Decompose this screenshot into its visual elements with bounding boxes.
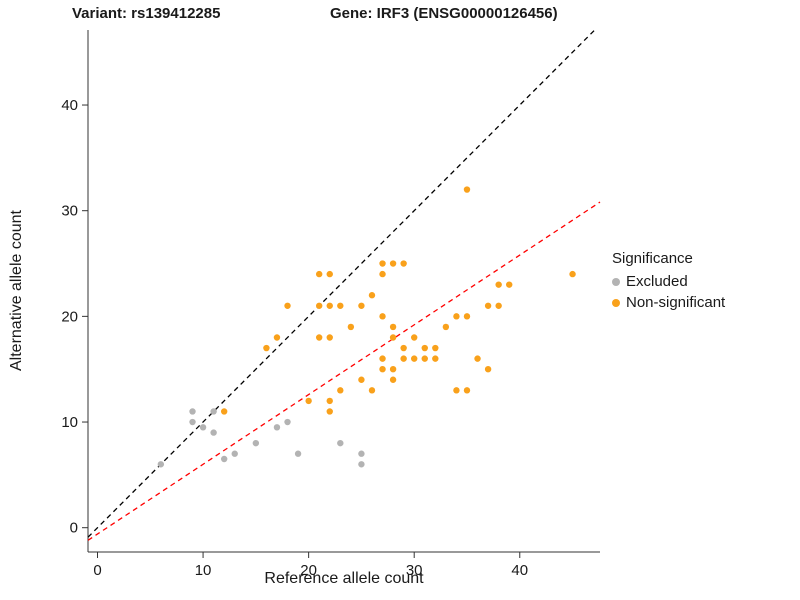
data-point-non-significant bbox=[389, 376, 397, 383]
data-point-non-significant bbox=[368, 387, 376, 394]
data-point-non-significant bbox=[315, 270, 323, 278]
data-point-non-significant bbox=[421, 355, 428, 362]
data-point-non-significant bbox=[326, 270, 333, 278]
data-point-excluded bbox=[284, 418, 291, 426]
data-point-non-significant bbox=[463, 387, 471, 394]
data-point-non-significant bbox=[284, 302, 291, 309]
data-point-non-significant bbox=[315, 302, 323, 309]
data-point-non-significant bbox=[389, 260, 397, 267]
plot-title-gene: Gene: IRF3 (ENSG00000126456) bbox=[330, 5, 558, 22]
y-tick-label: 0 bbox=[70, 520, 78, 537]
x-tick-label: 30 bbox=[406, 562, 423, 579]
data-point-non-significant bbox=[495, 302, 502, 309]
data-point-non-significant bbox=[484, 365, 492, 373]
data-point-non-significant bbox=[326, 302, 333, 309]
data-point-excluded bbox=[358, 450, 365, 457]
data-point-non-significant bbox=[326, 334, 333, 341]
x-axis-label: Reference allele count bbox=[264, 570, 424, 587]
data-point-non-significant bbox=[347, 323, 355, 331]
data-point-non-significant bbox=[400, 260, 407, 267]
data-point-non-significant bbox=[506, 281, 513, 288]
data-point-non-significant bbox=[400, 344, 407, 352]
data-point-non-significant bbox=[220, 408, 228, 415]
data-point-non-significant bbox=[453, 387, 460, 394]
excluded-dot-icon bbox=[612, 277, 620, 286]
x-tick-label: 0 bbox=[93, 562, 101, 579]
identity-line bbox=[87, 29, 596, 538]
y-tick-label: 30 bbox=[61, 203, 78, 220]
data-point-non-significant bbox=[368, 292, 376, 299]
data-point-non-significant bbox=[442, 323, 450, 331]
data-point-non-significant bbox=[337, 387, 344, 394]
data-point-non-significant bbox=[389, 334, 397, 341]
x-tick-label: 10 bbox=[195, 562, 212, 579]
legend-item-excluded: Excluded bbox=[612, 273, 725, 290]
data-point-excluded bbox=[358, 461, 365, 468]
legend-item-label: Excluded bbox=[626, 273, 688, 290]
data-point-non-significant bbox=[315, 334, 323, 341]
plot-title-variant: Variant: rs139412285 bbox=[72, 5, 221, 22]
data-point-non-significant bbox=[379, 260, 386, 267]
data-point-non-significant bbox=[432, 344, 439, 352]
data-point-non-significant bbox=[411, 355, 418, 362]
data-point-non-significant bbox=[432, 355, 439, 362]
x-tick-label: 40 bbox=[511, 562, 528, 579]
data-point-excluded bbox=[231, 450, 238, 457]
data-point-non-significant bbox=[400, 355, 407, 362]
data-point-non-significant bbox=[305, 397, 312, 405]
data-point-excluded bbox=[273, 424, 281, 431]
data-point-non-significant bbox=[379, 365, 386, 373]
data-point-non-significant bbox=[484, 302, 492, 309]
data-point-non-significant bbox=[474, 355, 481, 362]
data-point-excluded bbox=[210, 408, 217, 415]
data-point-excluded bbox=[199, 424, 207, 431]
data-point-non-significant bbox=[569, 270, 576, 278]
y-tick-label: 40 bbox=[61, 97, 78, 114]
non-significant-dot-icon bbox=[612, 298, 620, 307]
data-point-non-significant bbox=[358, 376, 365, 383]
data-point-excluded bbox=[294, 450, 302, 457]
data-point-non-significant bbox=[463, 186, 471, 193]
data-point-non-significant bbox=[389, 365, 397, 373]
data-point-non-significant bbox=[273, 334, 281, 341]
data-point-excluded bbox=[210, 429, 217, 436]
y-axis-label: Alternative allele count bbox=[8, 210, 25, 372]
data-point-excluded bbox=[337, 439, 344, 447]
data-point-non-significant bbox=[379, 355, 386, 362]
data-point-non-significant bbox=[337, 302, 344, 309]
x-tick-label: 20 bbox=[300, 562, 317, 579]
data-point-excluded bbox=[220, 455, 228, 463]
data-point-excluded bbox=[252, 439, 260, 447]
data-point-excluded bbox=[189, 418, 196, 426]
legend-title: Significance bbox=[612, 250, 693, 267]
data-point-excluded bbox=[157, 461, 165, 468]
legend: Significance Excluded Non-significant bbox=[612, 250, 725, 315]
data-point-non-significant bbox=[495, 281, 502, 288]
data-point-non-significant bbox=[326, 397, 333, 405]
fit-line bbox=[87, 201, 601, 541]
data-point-non-significant bbox=[411, 334, 418, 341]
data-point-non-significant bbox=[263, 344, 270, 352]
data-point-excluded bbox=[189, 408, 196, 415]
legend-item-label: Non-significant bbox=[626, 294, 726, 311]
data-point-non-significant bbox=[326, 408, 333, 415]
data-point-non-significant bbox=[453, 313, 460, 320]
data-point-non-significant bbox=[421, 344, 428, 352]
data-point-non-significant bbox=[389, 323, 397, 331]
data-point-non-significant bbox=[379, 313, 386, 320]
legend-item-non-significant: Non-significant bbox=[612, 294, 725, 311]
data-point-non-significant bbox=[463, 313, 471, 320]
y-tick-label: 10 bbox=[61, 414, 78, 431]
y-tick-label: 20 bbox=[61, 308, 78, 325]
data-point-non-significant bbox=[358, 302, 365, 309]
data-point-non-significant bbox=[379, 270, 386, 278]
